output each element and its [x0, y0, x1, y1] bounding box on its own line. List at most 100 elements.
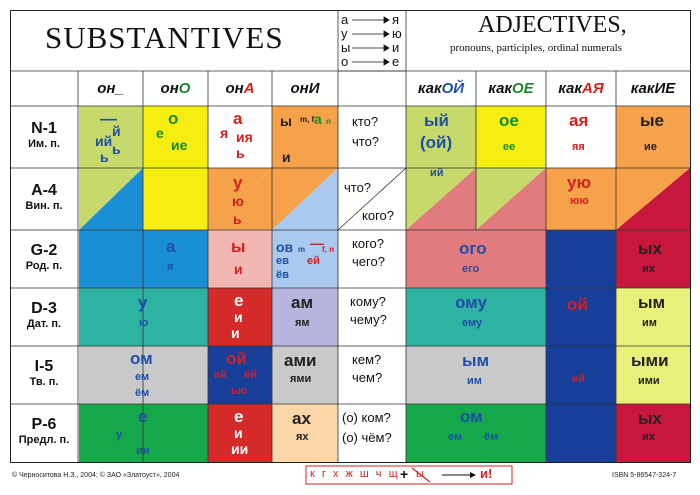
result-i: и! — [480, 466, 493, 481]
header-fem-noun: онА — [225, 80, 255, 97]
question-nom-chto: что? — [352, 134, 380, 149]
adjectives-subtitle: pronouns, participles, ordinal numerals — [450, 42, 622, 54]
noun-f-dat-e: е — [234, 291, 244, 310]
noun-f-nom-iya: ия — [236, 129, 253, 145]
noun-f-gen-i: и — [234, 261, 243, 277]
vowel-to-yu: ю — [392, 26, 402, 41]
adj-mn-pre-yom: ём — [484, 431, 499, 443]
case-nominative: N-1 Им. п. — [28, 120, 60, 150]
adj-mn-ins-ym: ым — [462, 351, 490, 370]
noun-f-pre-e: е — [234, 407, 244, 426]
case-prepositional: P-6 Предл. п. — [18, 416, 70, 446]
substantives-title: SUBSTANTIVES — [45, 20, 284, 55]
question-acc-kogo: кого? — [362, 208, 394, 223]
noun-pl-gen-ov: ов — [276, 239, 294, 255]
adj-pl-gen-yh: ых — [638, 239, 662, 258]
question-pre-kom: (о) ком? — [342, 410, 391, 425]
noun-pl-ins-ami: ами — [284, 351, 317, 370]
header-fem-adj: какАЯ — [558, 80, 604, 97]
noun-f-ins-ej: ей — [214, 369, 227, 381]
noun-pl-nom-sub-n: n — [326, 117, 331, 126]
adj-mn-ins-im: им — [467, 375, 482, 387]
noun-m-nom-j: й — [112, 123, 121, 139]
adj-f-acc-yuyu: юю — [570, 195, 589, 207]
noun-f-dat-ii: и — [231, 325, 240, 341]
question-pre-chem: (о) чём? — [342, 430, 392, 445]
noun-mn-pre-ii: ии — [136, 445, 150, 457]
header-neut-noun: онО — [160, 80, 191, 97]
adj-n-nom-oe: ое — [499, 111, 519, 130]
noun-pl-gen-ej: ей — [307, 255, 320, 267]
noun-f-ins-yoj: ёй — [244, 369, 257, 381]
noun-f-nom-soft: ь — [236, 145, 245, 161]
adj-mn-pre-om: ом — [460, 407, 483, 426]
noun-pl-dat-yam: ям — [295, 317, 310, 329]
noun-mn-ins-em: ем — [135, 371, 150, 383]
noun-pl-gen-sub-m: m — [298, 245, 306, 254]
header-masc-noun: он_ — [97, 80, 124, 97]
noun-f-acc-soft: ь — [233, 211, 242, 227]
adj-mn-gen-ego: его — [462, 263, 480, 275]
adj-mn-gen-ogo: ого — [459, 239, 487, 258]
isbn-text: ISBN 5-86547-324-7 — [612, 472, 677, 479]
noun-f-pre-ii: ии — [231, 441, 249, 457]
noun-f-nom-ya: я — [220, 125, 229, 141]
adj-pl-ins-imi: ими — [638, 375, 660, 387]
noun-f-dat-i: и — [234, 309, 243, 325]
vowel-to-e: е — [392, 54, 400, 69]
noun-n-nom-o: о — [168, 109, 179, 128]
noun-f-gen-y: ы — [231, 237, 246, 256]
adj-pl-gen-ih: их — [642, 263, 655, 275]
adjectives-title: ADJECTIVES, — [478, 12, 627, 38]
noun-pl-nom-y: ы — [280, 113, 292, 129]
question-dat-komu: кому? — [350, 294, 386, 309]
noun-pl-nom-sub-mf: m, f — [300, 115, 315, 124]
question-nom-kto: кто? — [352, 114, 379, 129]
noun-m-nom-soft2: ь — [100, 149, 109, 165]
adj-pl-ins-ymi: ыми — [631, 351, 669, 370]
noun-m-nom-zero: — — [100, 109, 117, 128]
noun-m-nom-soft: ь — [112, 141, 121, 157]
noun-pl-pre-ah: ах — [292, 409, 311, 428]
noun-mn-pre-e: е — [138, 407, 148, 426]
crossed-y: ы — [416, 468, 424, 480]
noun-f-acc-u: у — [233, 173, 243, 192]
adj-mn-dat-omu: ому — [455, 293, 487, 312]
noun-pl-gen-zero: — — [310, 235, 324, 251]
vowel-from-u: у — [341, 26, 348, 41]
adj-pl-pre-yh: ых — [638, 409, 662, 428]
adj-pl-nom-ye: ые — [640, 111, 664, 130]
adj-pl-pre-ih: их — [642, 431, 655, 443]
adj-pl-dat-ym: ым — [638, 293, 666, 312]
adj-n-nom-ee: ее — [503, 141, 516, 153]
plus-sign: + — [400, 466, 409, 482]
adj-m-nom-yj: ый — [424, 111, 449, 130]
noun-mn-gen-a: а — [166, 237, 176, 256]
copyright-text: © Черноситова Н.З., 2004; © ЗАО «Златоус… — [12, 472, 180, 479]
noun-mn-ins-om: ом — [130, 349, 153, 368]
noun-pl-nom-a: а — [314, 111, 322, 127]
noun-n-nom-e: е — [156, 125, 164, 141]
adj-m-nom-oj: (ой) — [420, 133, 453, 152]
noun-pl-nom-i: и — [282, 149, 291, 165]
noun-pl-gen-yov: ёв — [276, 269, 289, 281]
vowel-to-i: и — [392, 40, 400, 55]
question-dat-chemu: чему? — [350, 312, 387, 327]
noun-mn-pre-u: у — [116, 429, 123, 441]
adj-f-obl-oj: ой — [567, 295, 588, 314]
adj-f-acc-uyu: ую — [567, 173, 591, 192]
noun-mn-ins-yom: ём — [135, 387, 150, 399]
case-dative: D-3 Дат. п. — [26, 300, 62, 330]
adj-f-nom-yaya: яя — [572, 141, 585, 153]
case-genitive: G-2 Род. п. — [25, 242, 63, 272]
vowel-to-ya: я — [392, 12, 400, 27]
consonant-list: к г х ж ш ч щ — [310, 468, 400, 480]
noun-pl-pre-yah: ях — [296, 431, 309, 443]
adj-mn-dat-emu: ему — [462, 317, 483, 329]
noun-f-pre-i: и — [234, 425, 243, 441]
question-acc-chto: что? — [344, 180, 372, 195]
adj-pl-nom-ie: ие — [644, 141, 657, 153]
noun-pl-dat-am: ам — [291, 293, 314, 312]
adj-pl-dat-im: им — [642, 317, 657, 329]
